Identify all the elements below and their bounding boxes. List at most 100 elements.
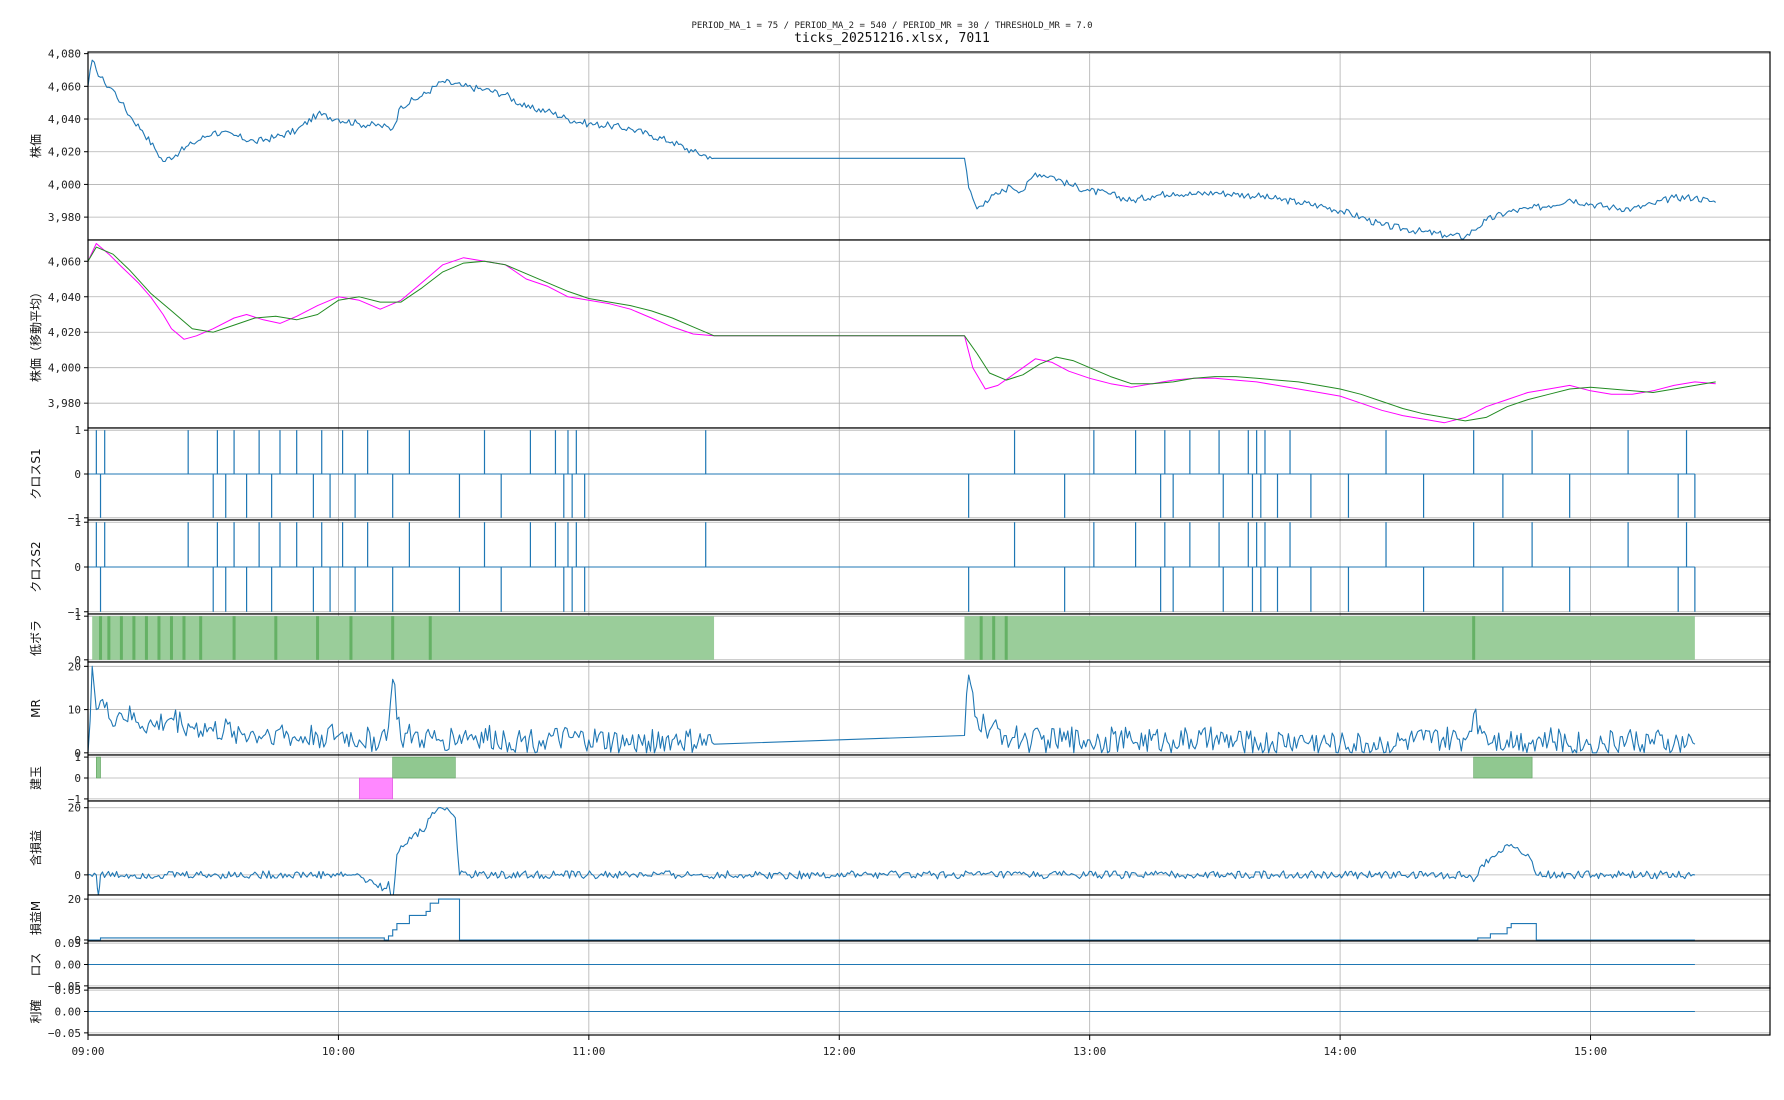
y-tick-label: 0	[74, 654, 81, 667]
subplot-8: 0 20 含損益	[28, 800, 1771, 903]
y-axis-label: クロスS1	[29, 448, 43, 499]
y-tick-label: 0	[74, 869, 81, 882]
y-tick-label: −0.05	[48, 1027, 81, 1040]
subplot-6: 0 10 20 MR	[29, 660, 1771, 760]
low-vol-transition	[232, 616, 236, 660]
y-tick-label: 4,000	[48, 178, 81, 191]
figure-suptitle: PERIOD_MA_1 = 75 / PERIOD_MA_2 = 540 / P…	[692, 21, 1093, 31]
low-vol-transition	[107, 616, 111, 660]
y-axis-label: クロスS2	[29, 541, 43, 592]
y-axis-label: 建玉	[29, 766, 43, 790]
plot-area	[88, 801, 1770, 895]
y-axis-label: ロス	[29, 952, 43, 976]
y-tick-label: 1	[74, 516, 81, 529]
y-tick-label: 4,000	[48, 362, 81, 375]
x-tick-label: 13:00	[1073, 1045, 1106, 1058]
x-tick-label: 09:00	[71, 1045, 104, 1058]
series-line	[88, 898, 1695, 941]
y-tick-label: 0	[74, 934, 81, 947]
low-vol-transition	[428, 616, 432, 660]
low-vol-transition	[1472, 616, 1476, 660]
low-vol-transition	[99, 616, 103, 660]
low-vol-span	[964, 616, 1695, 660]
y-tick-label: 1	[74, 610, 81, 623]
subplot-11: −0.05 0.00 0.05 利確	[28, 984, 1771, 1040]
y-tick-label: −0.05	[48, 980, 81, 993]
y-axis-label: 利確	[28, 999, 43, 1023]
y-axis-label: 株価	[28, 134, 43, 158]
low-vol-transition	[316, 616, 320, 660]
subplot-7: −1 0 1 建玉	[29, 751, 1771, 806]
subplot-4: −1 0 1 クロスS2	[29, 516, 1771, 619]
figure-title: ticks_20251216.xlsx, 7011	[794, 31, 990, 46]
subplot-5: 0 1 低ボラ	[29, 610, 1771, 667]
y-tick-label: 4,080	[48, 48, 81, 61]
low-vol-transition	[199, 616, 203, 660]
y-tick-label: 1	[74, 424, 81, 437]
y-tick-label: 10	[68, 704, 81, 717]
y-tick-label: 4,040	[48, 113, 81, 126]
y-tick-label: 3,980	[48, 211, 81, 224]
position-bar	[392, 756, 456, 779]
low-vol-transition	[144, 616, 148, 660]
y-axis-label: 損益M	[28, 901, 43, 935]
plot-frame	[87, 987, 1771, 1036]
y-tick-label: 1	[74, 751, 81, 764]
y-axis-label: MR	[29, 699, 43, 718]
y-tick-label: 3,980	[48, 397, 81, 410]
subplots: 3,980 4,000 4,020 4,040 4,060 4,080 株価 3,980 4,0…	[28, 48, 1771, 1040]
y-tick-label: 4,020	[48, 146, 81, 159]
y-tick-label: 4,040	[48, 291, 81, 304]
position-bar	[1473, 756, 1533, 779]
series-line-1	[87, 243, 1716, 424]
y-tick-label: 20	[68, 893, 81, 906]
y-tick-label: 20	[68, 660, 81, 673]
y-tick-label: 0.00	[55, 1006, 82, 1019]
position-bar	[96, 756, 101, 779]
low-vol-transition	[169, 616, 173, 660]
y-axis-label: 株価（移動平均）	[28, 286, 43, 382]
y-axis-label: 低ボラ	[29, 620, 43, 656]
y-tick-label: 0.05	[55, 984, 82, 997]
low-vol-transition	[119, 616, 123, 660]
y-tick-label: −1	[68, 606, 81, 619]
plot-area	[88, 895, 1770, 941]
low-vol-transition	[157, 616, 161, 660]
subplot-3: −1 0 1 クロスS1	[29, 424, 1771, 525]
x-tick-label: 12:00	[823, 1045, 856, 1058]
subplot-10: −0.05 0.00 0.05 ロス	[29, 937, 1771, 993]
y-tick-label: 0	[74, 772, 81, 785]
x-tick-label: 11:00	[572, 1045, 605, 1058]
y-tick-label: 0.00	[55, 959, 82, 972]
low-vol-transition	[274, 616, 278, 660]
low-vol-transition	[391, 616, 395, 660]
subplot-1: 3,980 4,000 4,020 4,040 4,060 4,080 株価	[28, 48, 1771, 241]
low-vol-transition	[979, 616, 983, 660]
y-tick-label: −1	[68, 793, 81, 806]
plot-area	[88, 240, 1770, 428]
position-bar	[358, 777, 393, 800]
series-line-1	[87, 59, 1717, 240]
subplot-2: 3,980 4,000 4,020 4,040 4,060 株価（移動平均）	[28, 239, 1771, 429]
y-tick-label: −1	[68, 512, 81, 525]
y-tick-label: 0	[74, 747, 81, 760]
series-line-1	[87, 807, 1695, 903]
y-tick-label: 0	[74, 561, 81, 574]
x-axis: 09:00 10:00 11:00 12:00 13:00 14:00 15:00	[71, 1035, 1607, 1058]
plot-area	[88, 52, 1770, 240]
x-tick-label: 15:00	[1574, 1045, 1607, 1058]
y-tick-label: 4,020	[48, 326, 81, 339]
low-vol-span	[92, 616, 715, 660]
series-line-1	[87, 665, 1696, 754]
y-tick-label: 4,060	[48, 255, 81, 268]
subplot-9: 0 20 損益M	[28, 893, 1771, 947]
low-vol-transition	[349, 616, 353, 660]
y-tick-label: 0.05	[55, 937, 82, 950]
y-axis-label: 含損益	[28, 830, 43, 866]
y-tick-label: 4,060	[48, 80, 81, 93]
plot-area	[88, 662, 1770, 755]
low-vol-transition	[132, 616, 136, 660]
low-vol-transition	[182, 616, 186, 660]
x-tick-label: 14:00	[1324, 1045, 1357, 1058]
